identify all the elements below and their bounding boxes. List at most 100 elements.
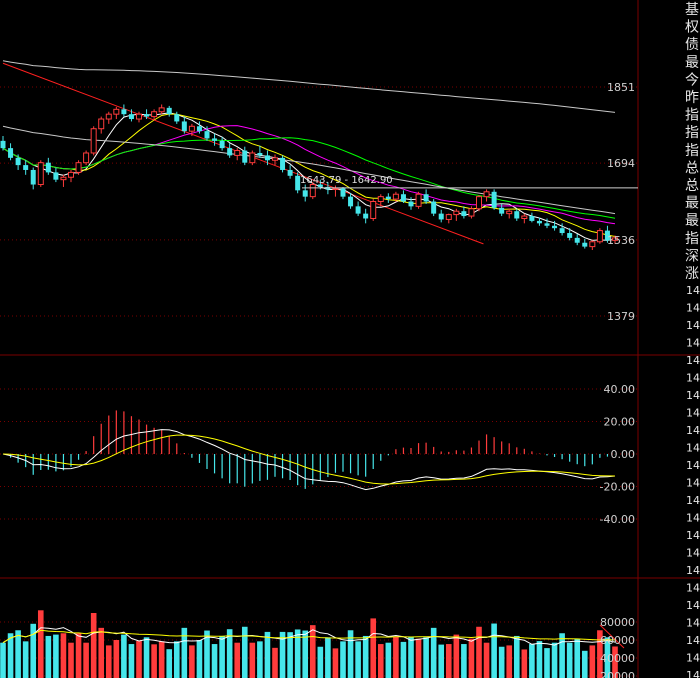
- y-tick-label: 60000: [600, 634, 635, 647]
- candle-body: [415, 193, 422, 207]
- candle-body: [280, 157, 286, 170]
- moving-average-lines: [2, 60, 616, 241]
- volume-bar: [604, 637, 611, 678]
- volume-bar: [309, 625, 316, 678]
- candle-body: [559, 228, 565, 234]
- volume-bar: [340, 641, 346, 678]
- candle-body: [53, 172, 59, 180]
- candle-body: [453, 210, 460, 216]
- y-tick-label: 1694: [607, 157, 635, 170]
- volume-bar: [105, 645, 112, 678]
- candle-body: [377, 196, 384, 202]
- candle-body: [60, 176, 67, 181]
- sidebar-value: 14: [686, 564, 700, 577]
- volume-bar: [83, 642, 89, 678]
- candle-body: [468, 208, 475, 217]
- candle-body: [370, 201, 377, 219]
- candle-body: [196, 126, 202, 132]
- volume-bar: [377, 644, 384, 678]
- candle-body: [612, 237, 618, 241]
- volume-bar: [476, 626, 482, 678]
- candle-body: [567, 233, 573, 238]
- sidebar-value: 14: [686, 372, 700, 385]
- candle-body: [75, 162, 82, 173]
- sidebar-char: 债: [685, 37, 699, 53]
- candlesticks: [0, 104, 618, 251]
- macd-panel: [2, 410, 616, 491]
- candle-body: [45, 162, 51, 173]
- candle-body: [445, 214, 452, 220]
- volume-bar: [513, 635, 520, 678]
- candle-body: [234, 150, 241, 156]
- candle-body: [295, 175, 301, 191]
- sidebar-char: 指: [685, 125, 699, 141]
- volume-bar: [393, 636, 399, 678]
- volume-bar: [408, 636, 414, 678]
- volume-bar: [75, 633, 82, 678]
- candle-body: [521, 215, 528, 219]
- macd-dif-line: [2, 429, 616, 491]
- candle-body: [23, 165, 29, 170]
- volume-bar: [90, 613, 97, 678]
- volume-bar: [491, 623, 497, 678]
- volume-bar: [279, 631, 286, 678]
- sidebar-char: 指: [685, 108, 699, 124]
- candle-body: [340, 188, 346, 197]
- sidebar-char: 最: [685, 196, 699, 212]
- candle-body: [15, 157, 21, 166]
- sidebar-value: 14: [686, 652, 700, 665]
- volume-bar: [219, 636, 225, 678]
- volume-bar: [423, 637, 429, 678]
- volume-bar: [196, 640, 203, 678]
- candle-body: [544, 223, 550, 226]
- volume-bar: [234, 642, 241, 678]
- volume-bar: [385, 642, 392, 678]
- sidebar-value: 14: [686, 284, 700, 297]
- candle-body: [105, 113, 112, 120]
- candle-body: [219, 140, 225, 149]
- ma30-line: [2, 137, 616, 219]
- volume-bar: [166, 649, 173, 678]
- volume-bar: [581, 650, 588, 678]
- candle-body: [204, 131, 210, 139]
- sidebar-data-list: 基权债最今昨指指指总总最最指深涨141414141414141414141414…: [685, 1, 700, 678]
- volume-bar: [181, 627, 188, 678]
- volume-bar: [400, 641, 407, 678]
- candle-body: [0, 140, 6, 149]
- y-tick-label: 20.00: [604, 416, 636, 429]
- candle-body: [151, 111, 158, 118]
- candle-body: [499, 207, 505, 214]
- sidebar-value: 14: [686, 477, 700, 490]
- sidebar-value: 14: [686, 547, 700, 560]
- sidebar-value: 14: [686, 634, 700, 647]
- volume-bar: [204, 630, 210, 678]
- volume-bar: [60, 633, 67, 678]
- sidebar-value: 14: [686, 407, 700, 420]
- candle-body: [174, 114, 180, 122]
- candle-body: [589, 241, 596, 248]
- candle-body: [476, 196, 482, 210]
- macd-dea-line: [2, 434, 616, 485]
- volume-bar: [430, 627, 437, 678]
- sidebar-value: 14: [686, 617, 700, 630]
- candle-body: [332, 187, 339, 190]
- volume-bar: [257, 641, 263, 678]
- candle-body: [423, 194, 429, 202]
- ma-long-line: [2, 125, 616, 215]
- candle-body: [90, 128, 97, 154]
- sidebar-value: 14: [686, 599, 700, 612]
- volume-bar: [597, 630, 603, 678]
- sidebar-value: 14: [686, 512, 700, 525]
- candle-body: [227, 148, 233, 156]
- volume-bar: [317, 646, 324, 678]
- y-tick-label: 40000: [600, 652, 635, 665]
- sidebar-value: 14: [686, 337, 700, 350]
- volume-bar: [415, 638, 422, 678]
- volume-bar: [173, 641, 180, 678]
- candle-body: [536, 220, 542, 224]
- candle-body: [582, 242, 588, 247]
- candle-body: [385, 196, 391, 200]
- volume-bar: [37, 610, 44, 678]
- sidebar-value: 14: [686, 669, 700, 678]
